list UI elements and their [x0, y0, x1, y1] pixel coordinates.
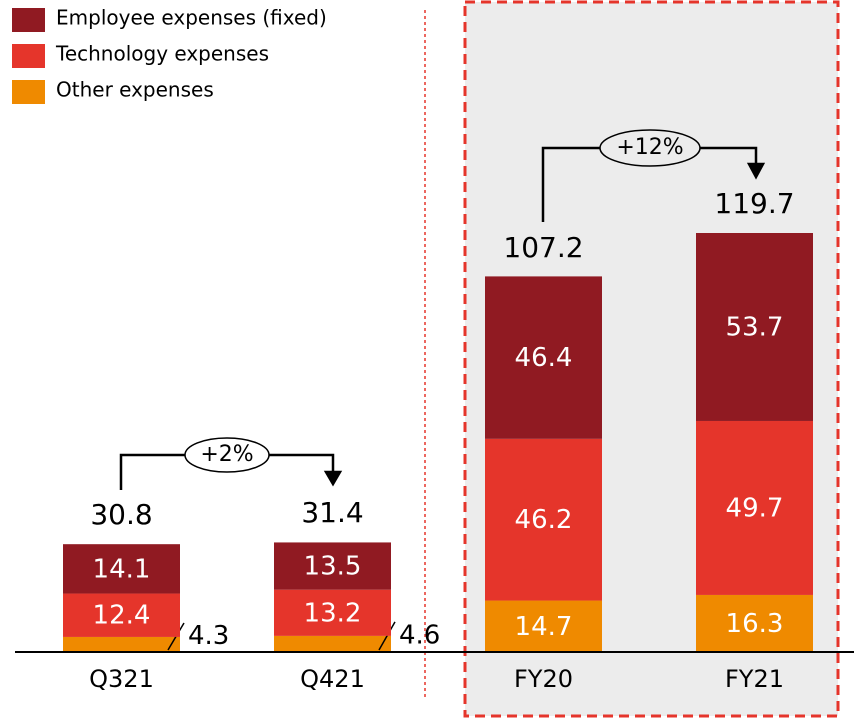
x-tick-label: Q421 [300, 665, 365, 693]
bar-segment [274, 635, 391, 652]
total-label: 31.4 [301, 496, 363, 529]
bar-segment [63, 593, 180, 637]
bar-segment [696, 594, 813, 652]
data-label: 46.2 [515, 505, 573, 535]
data-label: 12.4 [93, 601, 151, 631]
bar-segment [63, 544, 180, 594]
data-label: 53.7 [726, 312, 784, 342]
leader-line [378, 621, 396, 651]
bar-segment [63, 636, 180, 652]
bar-segment [274, 589, 391, 636]
x-tick-label: Q321 [89, 665, 154, 693]
legend-swatch [12, 8, 45, 32]
total-label: 119.7 [714, 187, 794, 220]
data-label: 13.2 [304, 598, 362, 628]
bar-segment [485, 438, 602, 601]
x-tick-label: FY21 [725, 665, 784, 693]
annotation: +12% [616, 135, 683, 160]
bracket [119, 129, 766, 490]
total-label: 107.2 [503, 231, 583, 264]
data-label: 49.7 [726, 493, 784, 523]
bar-segment [485, 600, 602, 652]
bar-segment [274, 542, 391, 590]
legend-label: Technology expenses [55, 42, 269, 66]
data-label: 14.1 [93, 554, 151, 584]
data-label: 4.6 [399, 620, 440, 650]
bar-segment [696, 233, 813, 421]
bar-segment [485, 276, 602, 439]
data-label: 4.3 [188, 621, 229, 651]
total-label: 30.8 [90, 498, 152, 531]
x-tick-label: FY20 [514, 665, 573, 693]
legend-swatch [12, 80, 45, 104]
annotation: +2% [200, 442, 253, 467]
legend-label: Other expenses [56, 78, 214, 102]
legend-swatch [12, 44, 45, 68]
data-label: 13.5 [304, 552, 362, 582]
data-label: 16.3 [726, 609, 784, 639]
legend-label: Employee expenses (fixed) [56, 6, 327, 30]
data-label: 14.7 [515, 612, 573, 642]
bar-segment [696, 420, 813, 595]
data-label: 46.4 [515, 343, 573, 373]
